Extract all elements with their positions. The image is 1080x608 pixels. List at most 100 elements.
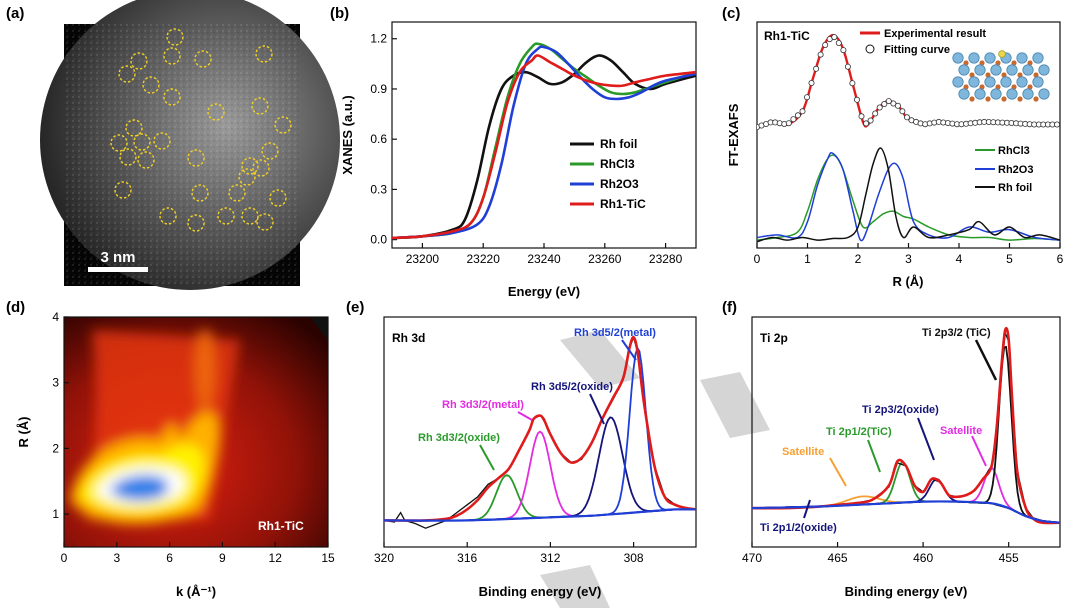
b-ytick-label-1-2: 1.2 xyxy=(370,32,387,46)
atom-marker-24 xyxy=(217,207,235,225)
exafs-fit-point xyxy=(858,113,865,120)
arrow-e-2 xyxy=(589,393,605,425)
panel-label-e: (e) xyxy=(346,299,364,316)
annot-satellite-2: Satellite xyxy=(940,425,982,437)
atom-marker-5 xyxy=(194,50,212,68)
atom-marker-20 xyxy=(191,184,209,202)
crystal-atom-ti xyxy=(995,60,1001,66)
annot-ti2p12-tic: Ti 2p1/2(TiC) xyxy=(826,426,892,438)
d-xtick-label-6: 6 xyxy=(166,551,173,565)
f-xtick-label-465: 465 xyxy=(828,551,848,565)
heatmap-ridge xyxy=(194,330,216,420)
crystal-atom-c xyxy=(1038,88,1050,100)
plot-frame-f xyxy=(751,316,1061,548)
xlabel-d: k (Å⁻¹) xyxy=(176,584,216,599)
exafs-fit-point xyxy=(881,101,888,108)
exafs-fit-point xyxy=(794,112,801,119)
crystal-atom-ti xyxy=(1011,60,1017,66)
crystal-atom-c xyxy=(1016,52,1028,64)
annot-rh3d52-metal: Rh 3d5/2(metal) xyxy=(574,327,656,339)
exafs-fit-point xyxy=(863,120,870,127)
xlabel-e: Binding energy (eV) xyxy=(479,584,602,599)
legend-b: Rh foil RhCl3 Rh2O3 Rh1-TiC xyxy=(570,137,646,211)
xlabel-b: Energy (eV) xyxy=(508,284,580,299)
atom-marker-27 xyxy=(187,214,205,232)
exafs-fit-point xyxy=(849,80,856,87)
exafs-line-rh2o3 xyxy=(757,151,1060,242)
heatmap-d xyxy=(64,317,328,547)
atom-marker-7 xyxy=(163,88,181,106)
exafs-fit-point xyxy=(804,94,811,101)
panel-label-a: (a) xyxy=(6,5,24,22)
exafs-fit-point xyxy=(894,102,901,109)
xlabel-f: Binding energy (eV) xyxy=(845,584,968,599)
d-xtick-label-0: 0 xyxy=(61,551,68,565)
exafs-fit-point xyxy=(904,114,911,121)
b-ytick-label-0-3: 0.3 xyxy=(370,182,387,196)
atom-marker-12 xyxy=(137,151,155,169)
legend-c-bottom: RhCl3 Rh2O3 Rh foil xyxy=(975,145,1033,194)
region-label-e: Rh 3d xyxy=(392,331,425,345)
xps-component-ti-2p1-2-tic xyxy=(752,461,1060,524)
crystal-atom-ti xyxy=(969,96,975,102)
panel-label-d: (d) xyxy=(6,299,25,316)
crystal-atom-c xyxy=(1022,64,1034,76)
atom-marker-10 xyxy=(125,119,143,137)
crystal-atom-c xyxy=(974,88,986,100)
legend-c-top: Experimental result Fitting curve xyxy=(860,28,986,56)
crystal-atom-c xyxy=(1006,64,1018,76)
annot-rh3d32-oxide: Rh 3d3/2(oxide) xyxy=(418,432,500,444)
c-xtick-label-2: 2 xyxy=(855,252,862,266)
arrow-e-3 xyxy=(517,411,533,421)
exafs-fit-point xyxy=(885,98,892,105)
d-ytick-label-4: 4 xyxy=(52,310,59,324)
arrow-f-3 xyxy=(867,439,881,473)
e-xtick-label-312: 312 xyxy=(540,551,560,565)
ylabel-b: XANES (a.u.) xyxy=(340,95,355,174)
panel-a-stem-image: 3 nm xyxy=(40,0,340,290)
crystal-atom-c xyxy=(968,76,980,88)
b-xtick-label-23220: 23220 xyxy=(467,252,501,266)
atom-marker-26 xyxy=(256,213,274,231)
legend-fitting: Fitting curve xyxy=(884,44,950,56)
crystal-structure-inset xyxy=(952,50,1050,102)
c-xtick-label-5: 5 xyxy=(1006,252,1013,266)
exafs-fit-point xyxy=(867,117,874,124)
c-xtick-label-6: 6 xyxy=(1057,252,1064,266)
b-ytick-label-0-6: 0.6 xyxy=(370,132,387,146)
atom-marker-2 xyxy=(130,52,148,70)
arrow-f-4 xyxy=(829,457,847,487)
annot-rh3d52-oxide: Rh 3d5/2(oxide) xyxy=(531,381,613,393)
c-xtick-label-3: 3 xyxy=(905,252,912,266)
f-xtick-label-470: 470 xyxy=(742,551,762,565)
plot-frame-e xyxy=(383,316,697,548)
arrows-f xyxy=(803,339,998,519)
arrow-e-1 xyxy=(621,339,637,361)
arrow-f-2 xyxy=(917,417,935,461)
c-xtick-label-4: 4 xyxy=(956,252,963,266)
b-ytick-label-0-0: 0.0 xyxy=(370,233,387,247)
legend-rhcl3: RhCl3 xyxy=(600,157,635,171)
exafs-fit-points xyxy=(757,34,1060,131)
plot-frame-b xyxy=(391,21,697,249)
atom-marker-17 xyxy=(252,159,270,177)
panel-label-b: (b) xyxy=(330,5,349,22)
sample-label-c: Rh1-TiC xyxy=(764,29,810,43)
crystal-atom-ti xyxy=(985,72,991,78)
ticks-e: 320 316 312 308 xyxy=(374,542,644,565)
heatmap-corner xyxy=(310,317,328,340)
xanes-line-rh1-tic xyxy=(392,54,696,240)
xps-line-fit-envelope xyxy=(384,335,696,522)
exafs-fit-point xyxy=(1054,121,1060,128)
crystal-atom-c xyxy=(958,88,970,100)
exafs-fit-point xyxy=(854,96,861,103)
arrow-f-6 xyxy=(803,499,811,519)
xps-component-rh-3d3-2-oxide xyxy=(384,474,696,522)
d-xtick-label-3: 3 xyxy=(113,551,120,565)
exafs-fit-point xyxy=(844,63,851,70)
legend-c-rh2o3: Rh2O3 xyxy=(998,164,1033,176)
exafs-fit-point xyxy=(799,108,806,115)
crystal-atom-c xyxy=(1032,76,1044,88)
e-xtick-label-308: 308 xyxy=(624,551,644,565)
